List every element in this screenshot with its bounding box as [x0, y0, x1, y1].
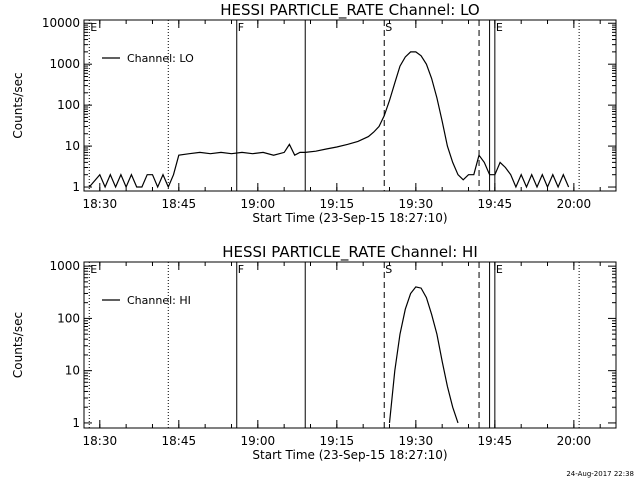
y-tick-label: 1 — [72, 180, 80, 194]
event-marker-label: E — [90, 21, 97, 34]
y-tick-label: 1000 — [49, 57, 80, 71]
event-marker-label: E — [496, 21, 503, 34]
event-marker-label: F — [238, 21, 244, 34]
x-axis-label: Start Time (23-Sep-15 18:27:10) — [252, 211, 447, 225]
x-tick-label: 18:45 — [162, 197, 197, 211]
x-tick-label: 19:15 — [320, 197, 355, 211]
footer-stamp: 24-Aug-2017 22:38 — [566, 470, 634, 478]
x-tick-label: 19:45 — [478, 197, 513, 211]
series-line — [88, 51, 570, 189]
y-tick-label: 10 — [65, 364, 80, 378]
plot-frame — [83, 19, 617, 192]
panel-lo: HESSI PARTICLE_RATE Channel: LO 1 10 100 100… — [11, 1, 617, 225]
y-tick-label: 10000 — [42, 16, 80, 30]
x-tick-label: 19:30 — [399, 197, 434, 211]
event-marker-label: E — [496, 263, 503, 276]
x-tick-label: 18:45 — [162, 434, 197, 448]
y-tick-label: 10 — [65, 139, 80, 153]
panel-hi: HESSI PARTICLE_RATE Channel: HI 1 10 100 100… — [11, 243, 617, 462]
y-axis-label: Counts/sec — [11, 312, 25, 378]
y-tick-label: 1000 — [49, 259, 80, 273]
x-tick-label: 19:30 — [399, 434, 434, 448]
y-tick-label: 100 — [57, 98, 80, 112]
series-line — [388, 286, 459, 424]
y-tick-label: 1 — [72, 416, 80, 430]
x-tick-label: 18:30 — [83, 434, 118, 448]
x-tick-label: 19:00 — [241, 434, 276, 448]
x-tick-label: 20:00 — [557, 434, 592, 448]
event-marker-label: F — [238, 263, 244, 276]
legend-label: Channel: LO — [127, 52, 194, 65]
x-tick-label: 19:00 — [241, 197, 276, 211]
event-marker-label: S — [385, 263, 392, 276]
x-tick-label: 19:45 — [478, 434, 513, 448]
x-axis-label: Start Time (23-Sep-15 18:27:10) — [252, 448, 447, 462]
chart-title: HESSI PARTICLE_RATE Channel: HI — [222, 243, 478, 262]
plot-frame — [83, 261, 617, 429]
y-axis-label: Counts/sec — [11, 72, 25, 138]
event-marker-label: E — [90, 263, 97, 276]
chart-title: HESSI PARTICLE_RATE Channel: LO — [220, 1, 479, 20]
legend-label: Channel: HI — [127, 294, 191, 307]
x-tick-label: 19:15 — [320, 434, 355, 448]
y-tick-label: 100 — [57, 311, 80, 325]
x-tick-label: 18:30 — [83, 197, 118, 211]
event-marker-label: S — [385, 21, 392, 34]
x-tick-label: 20:00 — [557, 197, 592, 211]
